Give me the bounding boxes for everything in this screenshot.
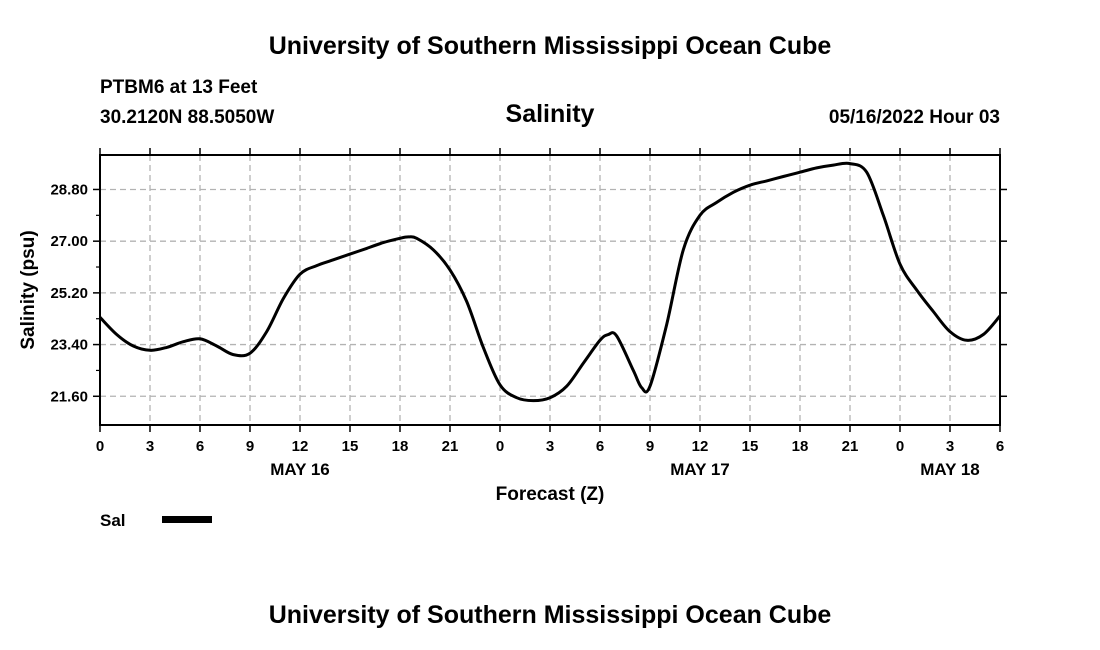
x-tick-label: 12: [692, 438, 709, 455]
station-coordinates: 30.2120N 88.5050W: [100, 107, 275, 128]
x-tick-label: 3: [546, 438, 554, 455]
x-tick-label: 21: [442, 438, 459, 455]
x-tick-label: 18: [392, 438, 409, 455]
forecast-timestamp: 05/16/2022 Hour 03: [828, 107, 1000, 128]
x-tick-label: 0: [96, 438, 104, 455]
plot-frame: [99, 154, 1001, 426]
x-tick-label: 6: [596, 438, 604, 455]
x-day-label: MAY 16: [270, 460, 330, 479]
y-tick-label: 27.00: [50, 233, 88, 250]
series-layer: [98, 161, 1002, 403]
legend-label-sal: Sal: [100, 511, 126, 530]
x-tick-label: 21: [842, 438, 859, 455]
y-axis-label: Salinity (psu): [18, 230, 39, 349]
y-tick-label: 28.80: [50, 181, 88, 198]
series-line-sal: [98, 161, 1002, 403]
x-tick-label: 9: [646, 438, 654, 455]
legend-swatch-sal: [162, 516, 212, 523]
x-tick-label: 3: [946, 438, 954, 455]
grid-lines: [100, 155, 1000, 425]
chart-heading: University of Southern Mississippi Ocean…: [268, 32, 832, 60]
chart-title: Salinity: [505, 100, 595, 128]
x-tick-label: 9: [246, 438, 254, 455]
footer-heading: University of Southern Mississippi Ocean…: [268, 601, 832, 629]
x-tick-label: 6: [996, 438, 1004, 455]
axis-ticks: 0 3 6 9 12 15 18 21 0 3 6 9 12 15 18 21 0 3 6 MAY 16 MAY 17 M…: [50, 148, 1007, 479]
x-tick-label: 12: [292, 438, 309, 455]
x-tick-label: 3: [146, 438, 154, 455]
y-tick-label: 21.60: [50, 388, 88, 405]
x-day-label: MAY 18: [920, 460, 980, 479]
x-tick-label: 0: [896, 438, 904, 455]
station-label: PTBM6 at 13 Feet: [100, 77, 258, 98]
x-tick-label: 15: [342, 438, 359, 455]
x-tick-label: 0: [496, 438, 504, 455]
x-axis-label: Forecast (Z): [496, 484, 605, 505]
x-tick-label: 6: [196, 438, 204, 455]
x-tick-label: 18: [792, 438, 809, 455]
legend: Sal: [100, 511, 212, 530]
x-day-label: MAY 17: [670, 460, 730, 479]
y-tick-label: 23.40: [50, 337, 88, 354]
x-tick-label: 15: [742, 438, 759, 455]
y-tick-label: 25.20: [50, 285, 88, 302]
